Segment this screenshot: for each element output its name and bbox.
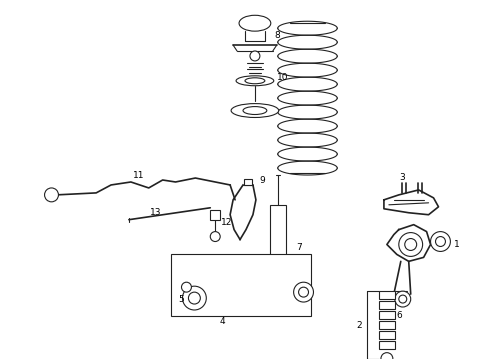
Circle shape <box>270 287 286 303</box>
Bar <box>210 210 220 220</box>
Text: 13: 13 <box>150 208 161 217</box>
Text: 3: 3 <box>399 172 405 181</box>
Circle shape <box>431 231 450 251</box>
Text: 7: 7 <box>297 243 302 252</box>
Circle shape <box>294 282 314 302</box>
Circle shape <box>189 292 200 304</box>
Circle shape <box>399 295 407 303</box>
Circle shape <box>210 231 220 242</box>
Text: 11: 11 <box>133 171 145 180</box>
Ellipse shape <box>239 15 271 31</box>
Circle shape <box>181 282 192 292</box>
Circle shape <box>298 287 309 297</box>
Text: 8: 8 <box>274 31 280 40</box>
Circle shape <box>436 237 445 247</box>
Text: 1: 1 <box>453 240 459 249</box>
Circle shape <box>45 188 58 202</box>
Text: 5: 5 <box>179 294 184 303</box>
Bar <box>379 301 395 309</box>
Bar <box>270 205 286 260</box>
Circle shape <box>405 239 416 251</box>
Bar <box>379 291 395 299</box>
Ellipse shape <box>231 104 279 117</box>
Bar <box>379 341 395 349</box>
Bar <box>379 311 395 319</box>
Bar <box>379 321 395 329</box>
Text: 4: 4 <box>220 318 225 327</box>
Bar <box>244 179 252 185</box>
Ellipse shape <box>236 76 274 86</box>
Text: 6: 6 <box>396 311 402 320</box>
Bar <box>379 331 395 339</box>
Ellipse shape <box>245 78 265 84</box>
Text: 10: 10 <box>277 73 289 82</box>
Circle shape <box>395 291 411 307</box>
Circle shape <box>381 353 393 360</box>
Circle shape <box>182 286 206 310</box>
Bar <box>268 260 288 291</box>
Bar <box>171 255 312 316</box>
Text: 2: 2 <box>356 321 362 330</box>
Text: 12: 12 <box>221 218 233 227</box>
Circle shape <box>399 233 422 256</box>
Circle shape <box>250 51 260 61</box>
Ellipse shape <box>243 107 267 114</box>
Text: 9: 9 <box>259 176 265 185</box>
